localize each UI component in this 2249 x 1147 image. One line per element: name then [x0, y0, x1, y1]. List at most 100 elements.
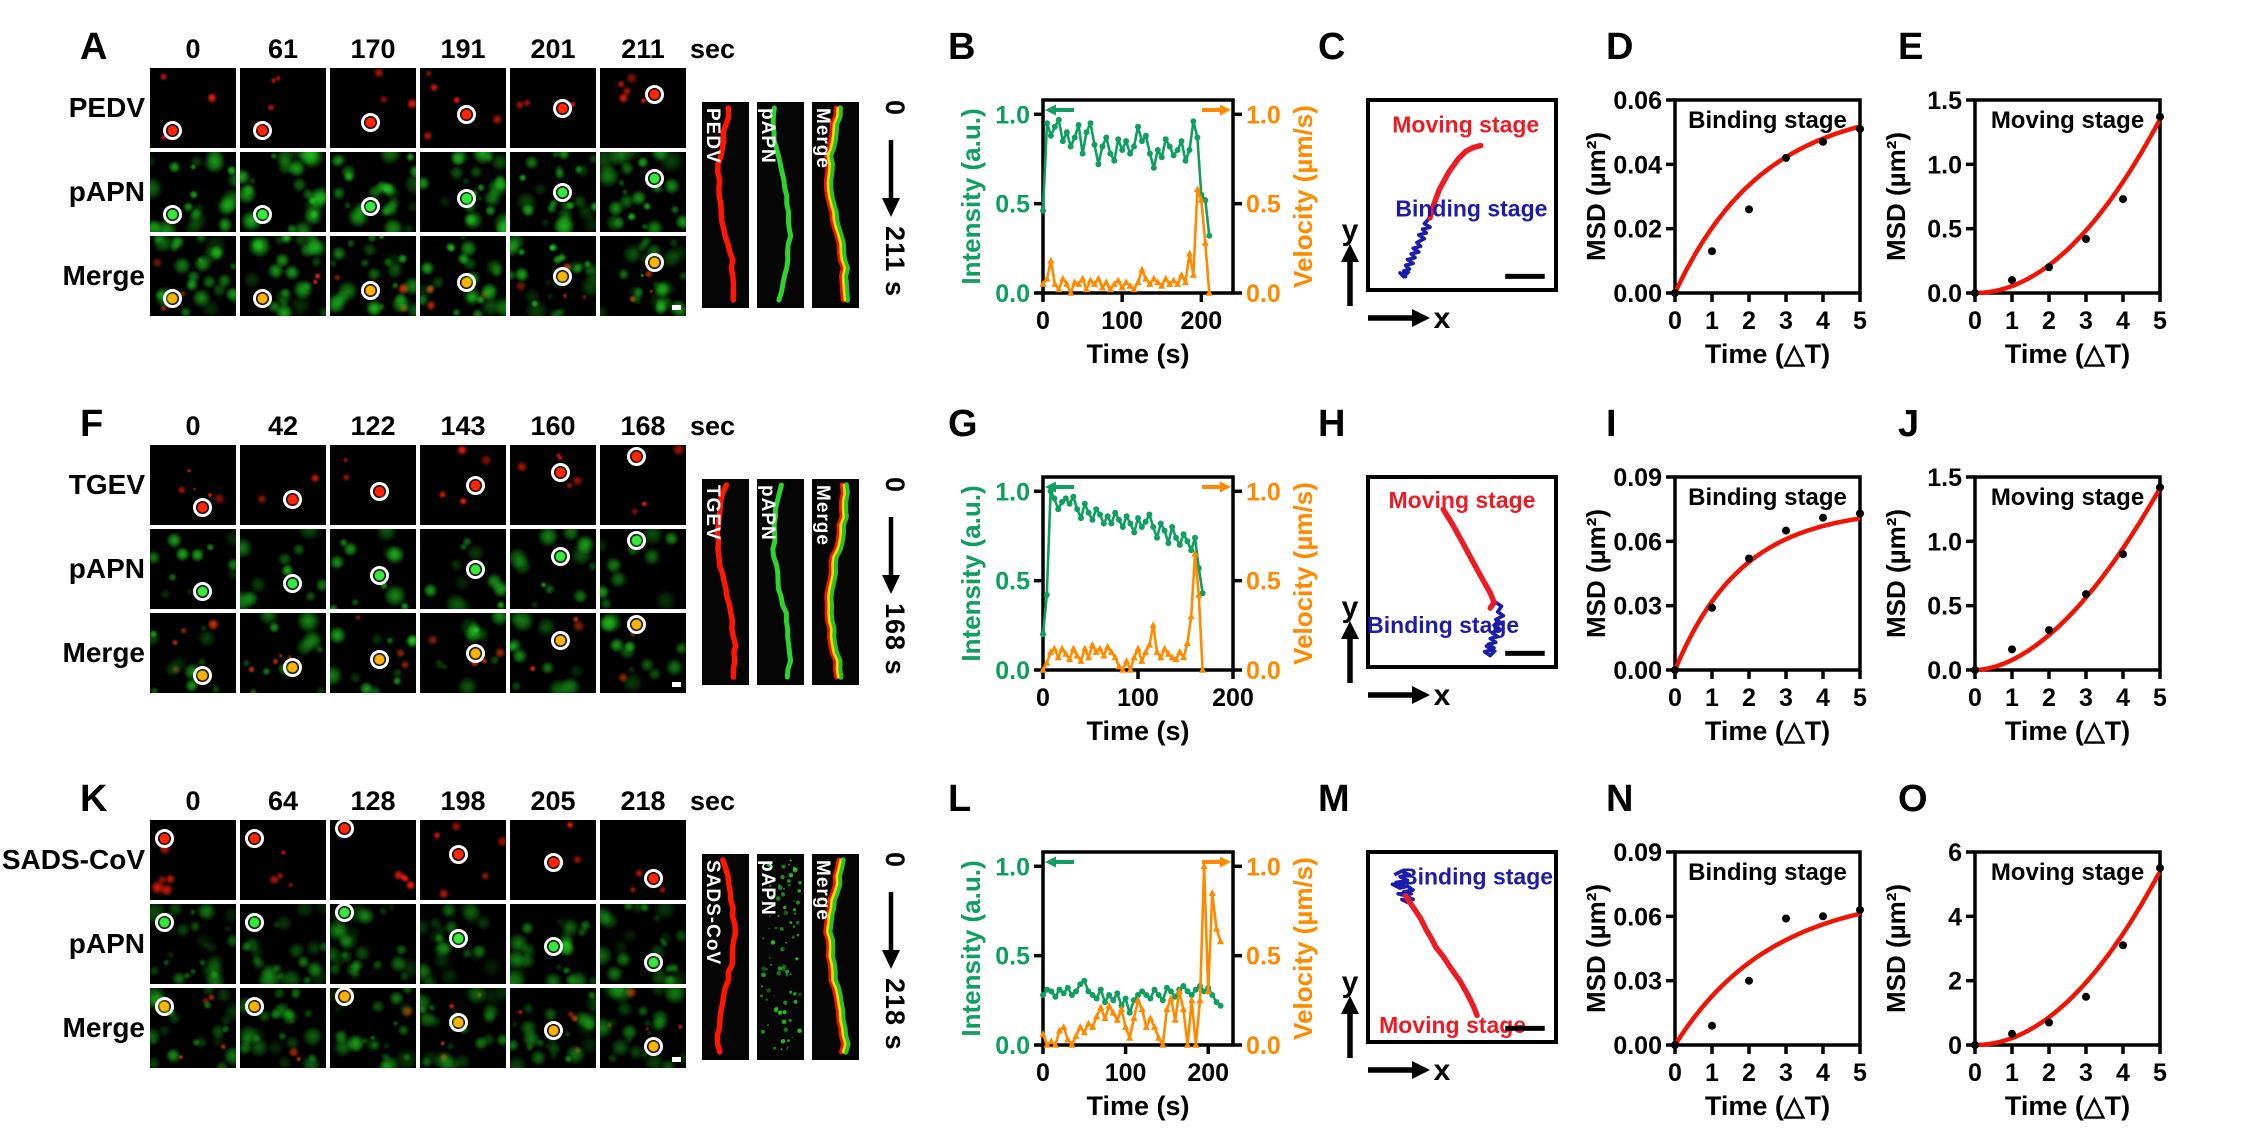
particle-marker-ring [553, 267, 573, 286]
particle-marker-ring [544, 852, 563, 872]
series-velocity-marker [1104, 642, 1112, 650]
series-velocity-marker [1199, 666, 1207, 673]
kymo-trace-red [823, 105, 846, 303]
particle-marker-ring [466, 560, 486, 579]
velocity-arrow-head [1220, 481, 1231, 493]
montage-time-label: 64 [267, 786, 299, 816]
series-intensity-marker [1147, 995, 1154, 1002]
kymo-speckle-dot [787, 879, 791, 883]
kymo-speckle-dot [793, 991, 797, 996]
time-arrow-start-label: 0 [880, 477, 910, 494]
data-point [1671, 666, 1679, 674]
plot-frame [1673, 98, 1862, 295]
plot-frame [1673, 850, 1862, 1047]
series-velocity-marker [1158, 281, 1166, 289]
series-intensity-marker [1180, 983, 1187, 989]
series-intensity-marker [1068, 992, 1075, 998]
series-velocity-marker [1071, 278, 1079, 286]
velocity-arrow-head [1220, 856, 1231, 868]
series-intensity-marker [1172, 993, 1179, 1000]
series-velocity-marker [1142, 1023, 1150, 1030]
series-intensity-marker [1155, 992, 1162, 998]
kymograph-bg [757, 102, 804, 308]
series-velocity-marker [1122, 278, 1130, 286]
series-intensity-marker [1206, 232, 1213, 239]
particle-marker-ring [192, 582, 212, 602]
series-intensity-marker [1099, 143, 1106, 150]
y-tick-label: 6 [1948, 839, 1962, 867]
x-tick-label: 1 [2005, 307, 2019, 335]
y-axis-label-left: Intensity (a.u.) [956, 860, 986, 1036]
intensity-velocity-chart-L: 0.0 0.0 0.5 0.5 1.0 1.0 0 100 200 Time (s) Intensi… [956, 850, 1318, 1121]
kymo-speckle-dot [785, 1047, 789, 1051]
x-tick-label: 0 [1036, 307, 1050, 335]
kymo-speckle-dot [769, 956, 771, 959]
kymo-speckle-dot [791, 935, 795, 939]
y-tick-label-left: 0.0 [995, 1032, 1030, 1060]
series-velocity-marker [1111, 653, 1119, 661]
kymo-speckle-dot [788, 863, 790, 866]
series-intensity-marker [1044, 120, 1050, 127]
series-intensity-marker [1163, 984, 1170, 991]
velocity-arrow-head [1220, 104, 1231, 116]
series-velocity-marker [1043, 274, 1051, 282]
series-intensity-marker [1184, 988, 1191, 995]
montage-cell [330, 820, 416, 900]
kymo-speckle-dot [782, 1010, 787, 1015]
series-intensity-marker [1143, 992, 1150, 998]
x-tick-label: 100 [1101, 307, 1143, 335]
x-axis-label: x [1434, 679, 1451, 712]
series-intensity-marker [1108, 520, 1115, 527]
data-point [1708, 247, 1716, 256]
kymo-speckle-dot [761, 900, 764, 903]
series-velocity-marker [1185, 249, 1194, 257]
series-intensity-marker [1095, 161, 1102, 168]
series-intensity-marker [1182, 157, 1189, 164]
montage-cell [420, 152, 506, 232]
kymograph-strip [702, 854, 749, 1060]
series-velocity-marker [1180, 653, 1188, 661]
data-point [1708, 1021, 1716, 1030]
series-velocity-marker [1176, 648, 1184, 655]
data-point [2119, 195, 2127, 204]
panel-letter-K: K [80, 778, 108, 820]
kymo-speckle-dot [783, 1000, 788, 1005]
x-tick-label: 2 [1742, 307, 1756, 335]
montage-cell [420, 445, 506, 525]
moving-trajectory [1440, 506, 1497, 611]
y-tick-label: 0.06 [1613, 528, 1662, 556]
montage-cell [600, 988, 686, 1068]
series-velocity-marker [1096, 644, 1104, 652]
trajectory-chart-C: Moving stage Binding stage y x [1341, 98, 1558, 335]
series-intensity-marker [1062, 495, 1069, 502]
series-intensity-marker [1106, 992, 1113, 998]
series-intensity-marker [1070, 493, 1077, 500]
y-tick-label-right: 0.5 [1246, 943, 1281, 971]
time-arrow-end-label: 211 s [880, 226, 910, 298]
particle-marker-ring [645, 252, 665, 272]
y-tick-label-right: 0.5 [1246, 191, 1281, 219]
y-tick-label: 0.00 [1613, 1032, 1662, 1060]
series-velocity-marker [1130, 1014, 1138, 1021]
y-tick-label-left: 1.0 [995, 478, 1030, 506]
series-intensity-marker [1186, 147, 1193, 153]
y-tick-label-left: 1.0 [995, 101, 1030, 129]
kymo-speckle-dot [774, 926, 778, 930]
montage-cell [150, 904, 236, 984]
particle-marker-ring [334, 988, 354, 1006]
y-tick-label: 0.03 [1613, 593, 1662, 621]
y-tick-label: 0.09 [1613, 464, 1662, 492]
particle-marker-ring [244, 996, 264, 1016]
series-velocity-marker [1187, 612, 1195, 620]
kymo-speckle-dot [777, 966, 782, 971]
y-tick-label: 0.0 [1927, 657, 1962, 685]
series-intensity-marker [1190, 118, 1197, 125]
series-intensity-marker [1131, 143, 1137, 150]
particle-marker-ring [282, 490, 302, 510]
data-point [2156, 112, 2164, 121]
x-tick-label: 4 [2116, 684, 2130, 712]
montage-cell [600, 68, 686, 148]
data-point [1782, 914, 1790, 923]
y-tick-label: 0.06 [1613, 903, 1662, 931]
